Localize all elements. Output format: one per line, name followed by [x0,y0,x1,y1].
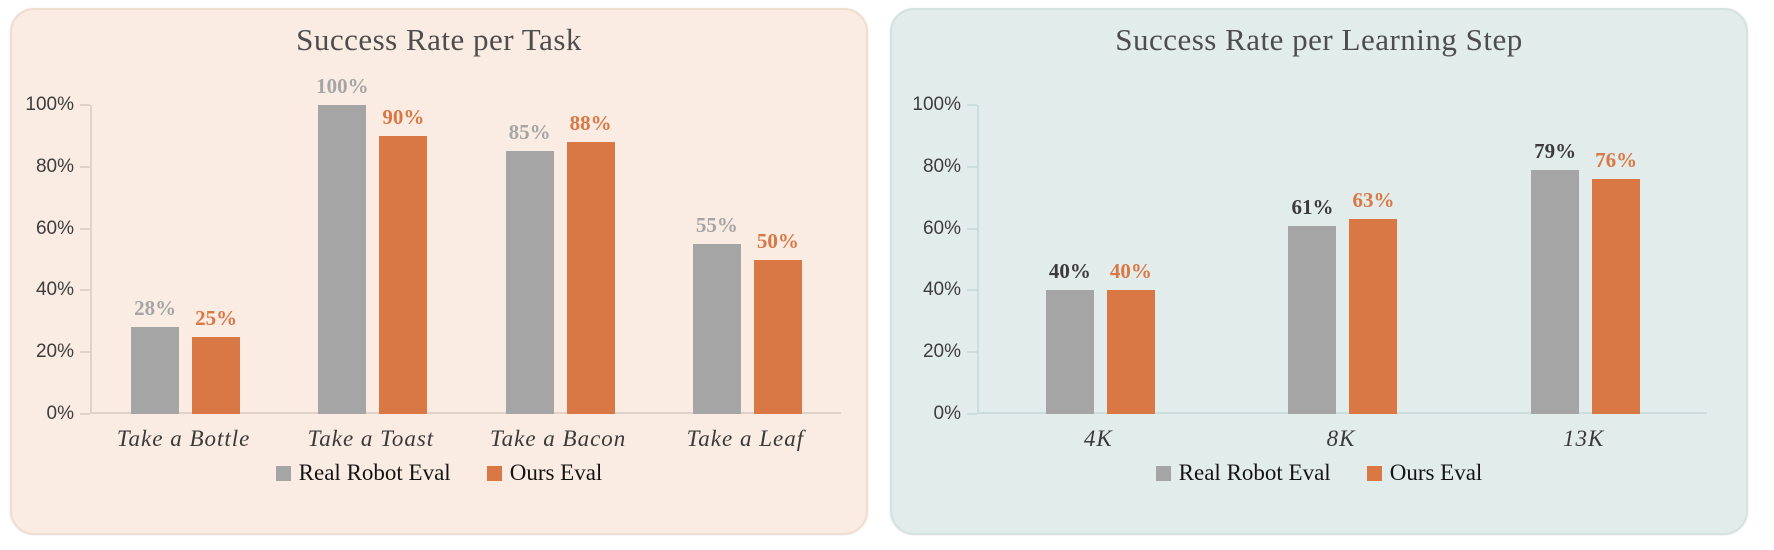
chart-panel-success-rate-per-task: Success Rate per Task 100% 80% 60% 40% 20% 0%… [10,8,868,535]
bar-value-label: 25% [195,305,238,330]
category-label: Take a Bottle [116,426,251,451]
bar-value-label: 55% [695,213,738,238]
legend: Real Robot Eval Ours Eval [12,460,866,486]
bar-ours-eval: 88% [566,111,615,414]
bar-value-label: 90% [382,104,425,129]
bar-group: 61% 63% [1288,105,1398,414]
y-axis-tick-mark [967,351,977,354]
y-axis-tick-label: 80% [922,155,961,177]
bar-group: 28% 25% [131,105,241,414]
bar-value-label: 61% [1291,194,1334,219]
category-label: Take a Leaf [686,426,805,451]
legend-swatch-icon [1155,465,1171,481]
bar-value-label: 76% [1595,148,1638,173]
legend-item: Real Robot Eval [275,460,451,486]
y-axis-tick-label: 60% [922,217,961,239]
category-label: 8K [1326,426,1356,451]
bar-real-robot-eval: 28% [131,296,180,414]
y-axis-tick-mark [967,165,977,168]
bar-group: 85% 88% [505,105,615,414]
bar-value-label: 40% [1048,259,1091,284]
y-axis-tick-label: 40% [922,279,961,301]
category-label: 13K [1563,426,1605,451]
bar-real-robot-eval: 100% [316,74,369,414]
legend-label: Ours Eval [509,460,603,485]
bar-value-label: 79% [1534,138,1577,163]
bar-group: 40% 40% [1045,105,1155,414]
x-axis-line [90,412,841,414]
y-axis-tick-label: 0% [933,403,961,424]
y-axis-tick-mark [80,104,90,106]
x-axis-category-labels: Take a Bottle Take a Toast Take a Bacon Tak… [90,426,839,452]
bar-real-robot-eval: 85% [505,120,554,414]
x-axis-category-labels: 4K 8K 13K [977,426,1705,452]
y-axis-tick-label: 100% [912,94,961,115]
bar-group: 100% 90% [316,74,428,414]
legend: Real Robot Eval Ours Eval [892,460,1746,486]
y-axis-tick-label: 60% [35,217,74,239]
legend-item: Real Robot Eval [1155,460,1331,486]
bar-real-robot-eval: 61% [1288,195,1337,414]
chart-title: Success Rate per Task [296,22,582,57]
y-axis-tick-mark [967,227,977,230]
bar-value-label: 85% [508,120,551,145]
y-axis-tick-mark [967,413,977,415]
bar-value-label: 50% [756,228,799,253]
bar-group: 55% 50% [692,105,802,414]
legend-label: Real Robot Eval [1178,460,1331,485]
y-axis-tick-mark [80,351,90,354]
y-axis-tick-mark [80,227,90,230]
bar-group: 79% 76% [1531,105,1641,414]
y-axis-tick-mark [80,413,90,415]
bar-real-robot-eval: 40% [1045,259,1094,414]
legend-swatch-icon [275,465,291,481]
bar-ours-eval: 76% [1592,148,1641,414]
y-axis-tick-label: 20% [35,341,74,363]
bar-groups: 40% 40% 61% 63% 79% 76% [979,105,1707,414]
y-axis-tick-mark [967,289,977,292]
category-label: Take a Toast [307,426,435,451]
bar-ours-eval: 90% [379,105,428,414]
legend-swatch-icon [1366,465,1382,481]
bar-real-robot-eval: 55% [692,213,741,414]
y-axis-tick-label: 40% [35,279,74,301]
bar-value-label: 28% [134,296,177,321]
legend-label: Real Robot Eval [298,460,451,485]
legend-label: Ours Eval [1389,460,1483,485]
chart-title: Success Rate per Learning Step [1115,22,1523,57]
y-axis-tick-label: 20% [922,341,961,363]
y-axis-tick-label: 80% [35,155,74,177]
bar-value-label: 100% [316,74,369,98]
legend-item: Ours Eval [1366,460,1483,486]
y-axis-tick-mark [80,289,90,292]
y-axis-tick-mark [80,165,90,168]
bar-groups: 28% 25% 100% 90% 85% 88% 55% 50% [92,74,841,414]
chart-panel-success-rate-per-learning-step: Success Rate per Learning Step 100% 80% 60… [890,8,1748,535]
bar-value-label: 88% [569,111,612,136]
plot-area: 100% 80% 60% 40% 20% 0% 28% 25% 100% 90% 85% 88% 55%… [25,74,841,424]
y-axis-tick-label: 100% [25,94,74,115]
y-axis-tick-label: 0% [46,403,74,424]
legend-item: Ours Eval [486,460,603,486]
category-label: Take a Bacon [489,426,627,451]
bar-value-label: 63% [1352,188,1395,213]
bar-value-label: 40% [1109,259,1152,284]
bar-ours-eval: 40% [1106,259,1155,414]
bar-ours-eval: 50% [753,229,802,414]
x-axis-line [977,412,1707,414]
y-axis-tick-mark [967,104,977,106]
plot-area: 100% 80% 60% 40% 20% 0% 40% 40% 61% 63% 79% 76% [912,94,1707,424]
bar-ours-eval: 25% [192,306,241,414]
category-label: 4K [1083,426,1113,451]
legend-swatch-icon [486,465,502,481]
bar-real-robot-eval: 79% [1531,139,1580,414]
bar-ours-eval: 63% [1349,188,1398,414]
